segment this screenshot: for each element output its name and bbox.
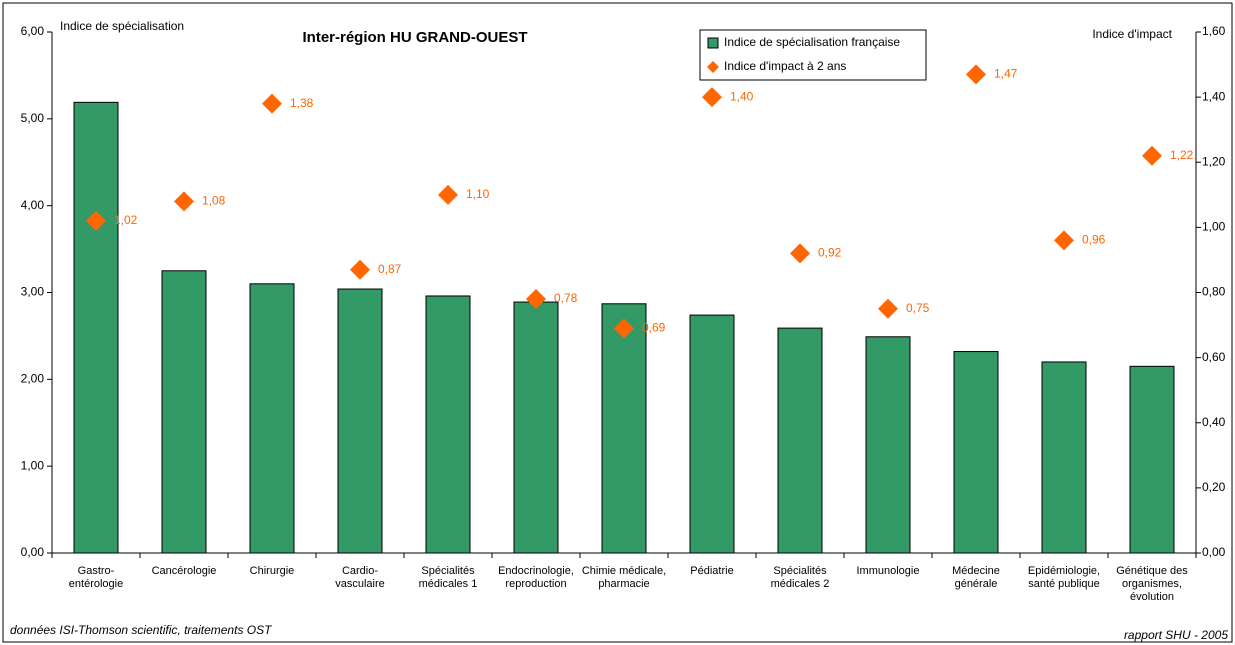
value-label: 1,22 — [1170, 148, 1194, 162]
y2-axis-title: Indice d'impact — [1092, 27, 1172, 41]
diamond-marker — [86, 210, 106, 231]
x-tick-label: Spécialités médicales 2 — [771, 565, 830, 590]
bar — [689, 314, 735, 554]
value-label: 1,40 — [730, 89, 754, 103]
legend-swatch — [707, 37, 719, 49]
x-tick-label: Génétique des organismes, évolution — [1116, 565, 1188, 603]
bar — [249, 283, 295, 554]
x-tick-label: Epidémiologie, santé publique — [1028, 565, 1100, 590]
credit: rapport SHU - 2005 — [1124, 628, 1228, 642]
x-tick-label: Cardio-vasculaire — [335, 565, 385, 590]
diamond-marker — [614, 318, 634, 339]
diamond-marker — [1142, 145, 1162, 166]
bar — [1129, 365, 1175, 554]
diamond-marker — [702, 87, 722, 108]
y-tick-label: 3,00 — [21, 285, 45, 299]
bar — [865, 336, 911, 554]
y2-tick-label: 1,20 — [1202, 154, 1226, 168]
chart-title: Inter-région HU GRAND-OUEST — [303, 29, 528, 46]
source: données ISI-Thomson scientific, traiteme… — [10, 623, 273, 637]
y-tick-label: 6,00 — [21, 24, 45, 38]
x-tick-label: Chirurgie — [250, 565, 295, 577]
y-tick-label: 1,00 — [21, 458, 45, 472]
value-label: 1,38 — [290, 96, 314, 110]
y-tick-label: 4,00 — [21, 198, 45, 212]
bar — [425, 295, 471, 554]
diamond-marker — [262, 93, 282, 114]
y2-tick-label: 1,40 — [1202, 89, 1226, 103]
y-tick-label: 0,00 — [21, 545, 45, 559]
legend-label: Indice de spécialisation française — [724, 35, 900, 49]
y2-tick-label: 0,80 — [1202, 285, 1226, 299]
x-tick-label: Pédiatrie — [690, 565, 733, 577]
diamond-marker — [966, 64, 986, 85]
legend-swatch — [707, 61, 719, 73]
y2-tick-label: 0,40 — [1202, 415, 1226, 429]
x-tick-label: Médecine générale — [952, 565, 1000, 590]
y2-tick-label: 1,00 — [1202, 220, 1226, 234]
diamond-marker — [526, 289, 546, 310]
value-label: 0,92 — [818, 246, 842, 260]
y2-tick-label: 0,20 — [1202, 480, 1226, 494]
y-tick-label: 5,00 — [21, 111, 45, 125]
x-tick-label: Gastro-entérologie — [69, 565, 123, 590]
diamond-marker — [438, 184, 458, 205]
x-tick-label: Cancérologie — [152, 565, 217, 577]
value-label: 1,02 — [114, 213, 138, 227]
value-label: 1,08 — [202, 193, 226, 207]
value-label: 0,75 — [906, 301, 930, 315]
bar — [73, 101, 119, 554]
bar — [1041, 361, 1087, 554]
y2-tick-label: 1,60 — [1202, 24, 1226, 38]
diamond-marker — [174, 191, 194, 212]
value-label: 1,47 — [994, 67, 1018, 81]
value-label: 0,96 — [1082, 233, 1106, 247]
diamond-marker — [790, 243, 810, 264]
diamond-marker — [1054, 230, 1074, 251]
legend-label: Indice d'impact à 2 ans — [724, 59, 846, 73]
x-tick-label: Chimie médicale, pharmacie — [582, 565, 666, 590]
value-label: 0,78 — [554, 291, 578, 305]
x-tick-label: Spécialités médicales 1 — [419, 565, 478, 590]
bar — [161, 270, 207, 554]
value-label: 1,10 — [466, 187, 490, 201]
legend-box — [699, 29, 927, 81]
bar — [953, 351, 999, 554]
y2-tick-label: 0,60 — [1202, 350, 1226, 364]
bar — [337, 288, 383, 554]
value-label: 0,87 — [378, 262, 402, 276]
y-tick-label: 2,00 — [21, 372, 45, 386]
diamond-marker — [878, 298, 898, 319]
diamond-marker — [350, 259, 370, 280]
y-axis-title: Indice de spécialisation — [60, 19, 184, 33]
y2-tick-label: 0,00 — [1202, 545, 1226, 559]
bar — [601, 303, 647, 554]
value-label: 0,69 — [642, 320, 666, 334]
bar — [777, 327, 823, 554]
x-tick-label: Endocrinologie, reproduction — [498, 565, 574, 590]
x-tick-label: Immunologie — [857, 565, 920, 577]
bar — [513, 301, 559, 554]
